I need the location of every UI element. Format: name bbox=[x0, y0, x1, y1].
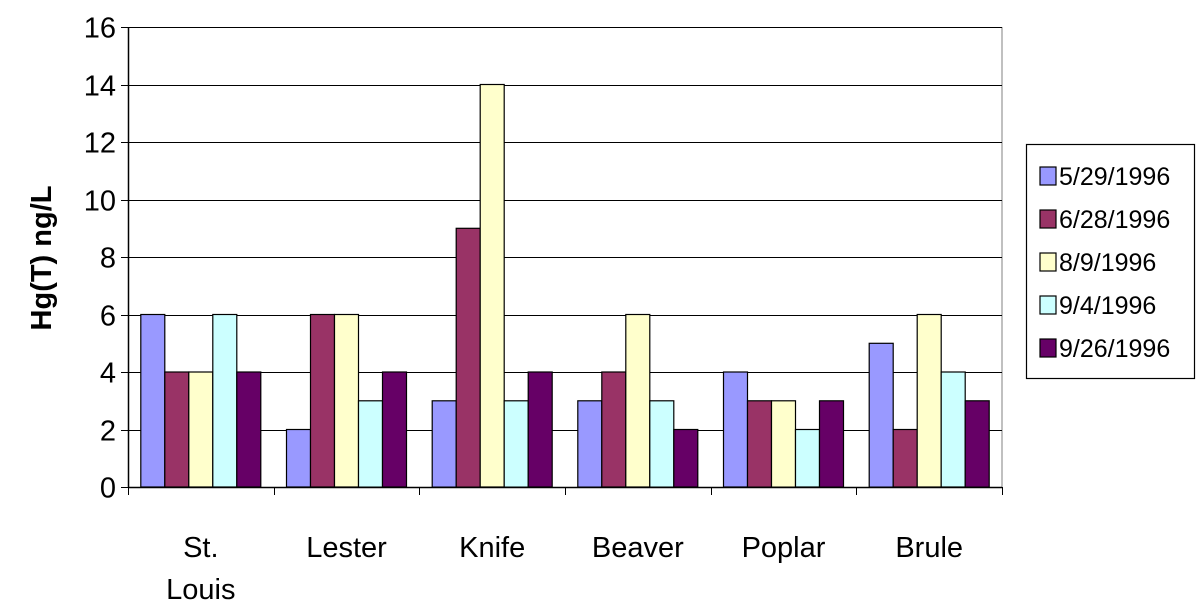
bar bbox=[746, 400, 773, 488]
legend-label: 6/28/1996 bbox=[1059, 206, 1170, 234]
bar bbox=[236, 371, 262, 488]
bar bbox=[940, 371, 966, 488]
y-tick-label: 6 bbox=[100, 301, 116, 333]
y-tick-label: 0 bbox=[100, 473, 116, 505]
bar bbox=[333, 313, 360, 488]
x-tick-label: Brule bbox=[895, 532, 963, 564]
bar bbox=[649, 400, 675, 488]
bars bbox=[140, 83, 990, 488]
bar bbox=[818, 400, 845, 488]
y-tick-label: 14 bbox=[84, 71, 116, 103]
legend-swatch bbox=[1039, 209, 1057, 229]
legend-label: 8/9/1996 bbox=[1059, 249, 1156, 277]
x-tick-label: Lester bbox=[306, 532, 387, 564]
bar bbox=[964, 400, 990, 488]
x-tick-label: Poplar bbox=[742, 532, 826, 564]
gridlines bbox=[128, 27, 1003, 487]
bar bbox=[431, 400, 457, 488]
legend-swatch bbox=[1039, 166, 1057, 186]
y-tick-label: 8 bbox=[100, 243, 116, 275]
legend-label: 9/4/1996 bbox=[1059, 292, 1156, 320]
bar bbox=[770, 400, 797, 488]
y-tick-label: 16 bbox=[84, 13, 116, 45]
bar bbox=[164, 371, 190, 488]
legend: 5/29/1996 6/28/1996 8/9/1996 9/4/1996 9/26/1… bbox=[1025, 143, 1196, 380]
y-tick-label: 10 bbox=[84, 186, 116, 218]
bar bbox=[577, 400, 603, 488]
legend-swatch bbox=[1039, 295, 1057, 315]
bar bbox=[212, 313, 238, 488]
bar bbox=[381, 371, 408, 488]
bar bbox=[868, 342, 894, 488]
bar bbox=[503, 400, 529, 488]
bar bbox=[140, 313, 166, 488]
x-tick-label: Beaver bbox=[592, 532, 684, 564]
x-tick-label: St. Louis bbox=[166, 532, 235, 606]
bar bbox=[601, 371, 627, 488]
bar bbox=[625, 313, 651, 488]
y-tick-label: 12 bbox=[84, 128, 116, 160]
axes bbox=[121, 27, 1003, 495]
bar bbox=[285, 428, 312, 488]
bar bbox=[527, 371, 553, 488]
bar bbox=[479, 83, 505, 488]
legend-swatch bbox=[1039, 338, 1057, 358]
legend-swatch bbox=[1039, 252, 1057, 272]
y-axis-title: Hg(T) ng/L bbox=[26, 186, 58, 331]
legend-label: 9/26/1996 bbox=[1059, 335, 1170, 363]
y-tick-label: 4 bbox=[100, 358, 116, 390]
bar bbox=[916, 313, 942, 488]
y-tick-label: 2 bbox=[100, 416, 116, 448]
axis-labels: 0 2 4 6 8 10 12 14 16 St. Louis Lester Knife Beaver Po… bbox=[84, 13, 963, 607]
x-tick-label: Knife bbox=[459, 532, 525, 564]
legend-label: 5/29/1996 bbox=[1059, 163, 1170, 191]
bar bbox=[455, 227, 481, 488]
bar bbox=[892, 428, 918, 488]
bar bbox=[673, 428, 699, 488]
bar bbox=[722, 371, 749, 488]
bar bbox=[188, 371, 214, 488]
bar bbox=[357, 400, 384, 488]
bar bbox=[794, 428, 821, 488]
bar bbox=[309, 313, 336, 488]
